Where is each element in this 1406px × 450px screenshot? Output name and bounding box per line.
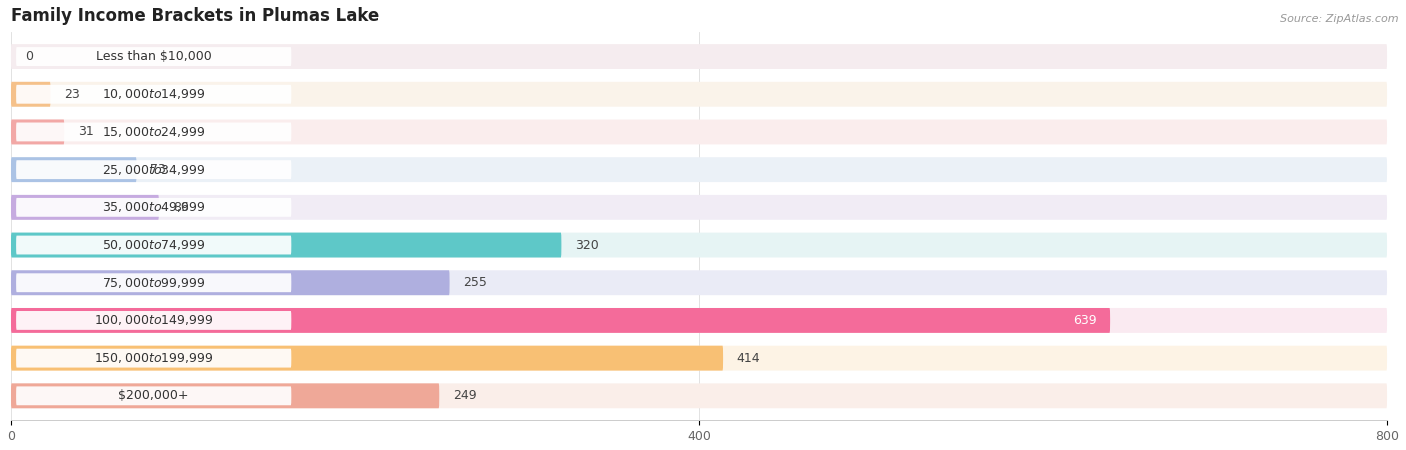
FancyBboxPatch shape (11, 195, 159, 220)
Text: $100,000 to $149,999: $100,000 to $149,999 (94, 314, 214, 328)
FancyBboxPatch shape (15, 387, 291, 405)
FancyBboxPatch shape (11, 346, 1388, 370)
FancyBboxPatch shape (11, 157, 136, 182)
Text: 320: 320 (575, 238, 599, 252)
FancyBboxPatch shape (15, 311, 291, 330)
Text: Less than $10,000: Less than $10,000 (96, 50, 211, 63)
Text: 255: 255 (464, 276, 488, 289)
Text: Source: ZipAtlas.com: Source: ZipAtlas.com (1281, 14, 1399, 23)
FancyBboxPatch shape (11, 120, 65, 144)
FancyBboxPatch shape (15, 236, 291, 254)
Text: $150,000 to $199,999: $150,000 to $199,999 (94, 351, 214, 365)
FancyBboxPatch shape (11, 157, 1388, 182)
FancyBboxPatch shape (15, 349, 291, 368)
FancyBboxPatch shape (11, 383, 1388, 408)
FancyBboxPatch shape (15, 160, 291, 179)
Text: $75,000 to $99,999: $75,000 to $99,999 (103, 276, 205, 290)
Text: 86: 86 (173, 201, 188, 214)
FancyBboxPatch shape (11, 346, 723, 370)
FancyBboxPatch shape (11, 233, 1388, 257)
Text: $200,000+: $200,000+ (118, 389, 188, 402)
Text: 0: 0 (25, 50, 32, 63)
FancyBboxPatch shape (15, 273, 291, 292)
FancyBboxPatch shape (11, 233, 561, 257)
Text: 23: 23 (65, 88, 80, 101)
FancyBboxPatch shape (11, 82, 1388, 107)
Text: 249: 249 (453, 389, 477, 402)
FancyBboxPatch shape (11, 44, 1388, 69)
FancyBboxPatch shape (15, 198, 291, 217)
FancyBboxPatch shape (11, 270, 1388, 295)
Text: $50,000 to $74,999: $50,000 to $74,999 (103, 238, 205, 252)
FancyBboxPatch shape (11, 270, 450, 295)
FancyBboxPatch shape (11, 308, 1111, 333)
Text: $10,000 to $14,999: $10,000 to $14,999 (103, 87, 205, 101)
Text: 639: 639 (1073, 314, 1097, 327)
Text: Family Income Brackets in Plumas Lake: Family Income Brackets in Plumas Lake (11, 7, 380, 25)
Text: 31: 31 (77, 126, 94, 139)
Text: $35,000 to $49,999: $35,000 to $49,999 (103, 200, 205, 214)
Text: 414: 414 (737, 351, 761, 364)
FancyBboxPatch shape (11, 308, 1388, 333)
FancyBboxPatch shape (15, 122, 291, 141)
FancyBboxPatch shape (11, 383, 439, 408)
FancyBboxPatch shape (15, 47, 291, 66)
FancyBboxPatch shape (11, 120, 1388, 144)
FancyBboxPatch shape (11, 82, 51, 107)
Text: $15,000 to $24,999: $15,000 to $24,999 (103, 125, 205, 139)
FancyBboxPatch shape (11, 195, 1388, 220)
Text: 73: 73 (150, 163, 166, 176)
FancyBboxPatch shape (15, 85, 291, 104)
Text: $25,000 to $34,999: $25,000 to $34,999 (103, 162, 205, 177)
